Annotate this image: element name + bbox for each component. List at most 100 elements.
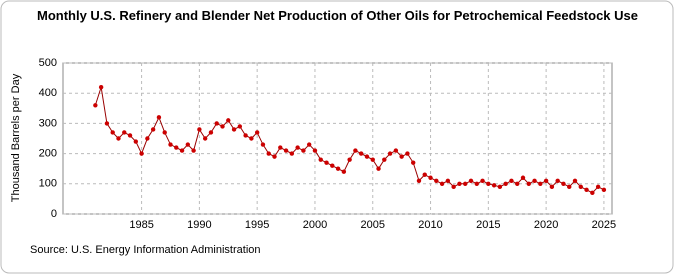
- data-point: [422, 172, 427, 177]
- data-point: [266, 151, 271, 156]
- data-point: [254, 130, 260, 135]
- data-point: [543, 178, 549, 183]
- y-axis-label: Thousand Barrels per Day: [10, 73, 22, 202]
- data-point: [515, 181, 520, 186]
- data-point: [318, 157, 323, 162]
- data-point: [474, 181, 479, 186]
- data-point: [428, 175, 433, 180]
- x-tick-label: 2025: [592, 219, 616, 231]
- data-point: [306, 142, 312, 147]
- data-point: [156, 115, 162, 120]
- chart-title: Monthly U.S. Refinery and Blender Net Pr…: [36, 8, 638, 23]
- data-point: [405, 151, 410, 156]
- data-point: [584, 187, 589, 193]
- data-point: [127, 133, 133, 138]
- data-point: [387, 151, 393, 156]
- y-tick-label: 100: [39, 178, 57, 190]
- data-point: [295, 145, 300, 150]
- data-point: [555, 178, 560, 183]
- data-point: [162, 130, 167, 135]
- data-point: [549, 184, 555, 190]
- data-point: [214, 121, 219, 126]
- data-point: [341, 169, 347, 174]
- data-point: [601, 187, 607, 193]
- data-point: [197, 127, 202, 132]
- data-point: [376, 166, 381, 171]
- data-point: [283, 148, 289, 153]
- data-point: [382, 157, 387, 162]
- data-point: [445, 178, 451, 183]
- plot-area: [62, 62, 613, 215]
- data-point: [353, 148, 358, 153]
- y-tick-label: 500: [39, 57, 57, 69]
- data-point: [416, 178, 422, 183]
- data-point: [468, 178, 474, 183]
- data-point: [572, 178, 578, 183]
- data-point: [439, 181, 445, 186]
- data-point: [116, 136, 121, 141]
- data-point: [457, 181, 462, 186]
- data-point: [463, 181, 468, 186]
- x-tick-label: 2000: [303, 219, 327, 231]
- data-point: [411, 160, 416, 165]
- data-point: [272, 154, 277, 159]
- x-tick-label: 2010: [418, 219, 442, 231]
- x-tick-label: 2005: [361, 219, 385, 231]
- data-point: [179, 148, 185, 153]
- data-point: [526, 181, 531, 186]
- data-point: [399, 154, 404, 159]
- data-point: [578, 184, 583, 190]
- data-point: [133, 139, 139, 144]
- data-point: [226, 118, 231, 123]
- data-point: [497, 184, 503, 190]
- data-point: [110, 130, 115, 135]
- data-point: [249, 136, 254, 141]
- data-point: [561, 181, 566, 186]
- y-tick-label: 200: [39, 148, 57, 160]
- data-point: [231, 127, 237, 132]
- data-point: [93, 103, 98, 108]
- data-point: [202, 136, 208, 141]
- data-point: [370, 157, 375, 162]
- data-point: [324, 160, 329, 165]
- source: Source: U.S. Energy Information Administ…: [30, 244, 261, 256]
- data-point: [98, 84, 104, 90]
- x-tick-label: 2020: [534, 219, 558, 231]
- data-point: [520, 175, 526, 180]
- data-point: [174, 145, 179, 150]
- data-point: [278, 145, 283, 150]
- data-point: [538, 181, 543, 186]
- data-point: [208, 130, 214, 135]
- data-point: [237, 124, 243, 129]
- y-tick-label: 300: [39, 117, 57, 129]
- x-tick-label: 1995: [245, 219, 269, 231]
- data-point: [312, 148, 318, 153]
- data-point: [139, 151, 144, 156]
- x-tick-label: 1985: [129, 219, 153, 231]
- data-point: [289, 151, 295, 156]
- data-point: [364, 154, 370, 159]
- data-point: [434, 178, 439, 183]
- y-tick-label: 400: [39, 87, 57, 99]
- data-point: [220, 124, 225, 129]
- data-point: [451, 184, 456, 190]
- data-point: [150, 127, 156, 132]
- data-point: [590, 190, 595, 196]
- data-point: [567, 184, 572, 190]
- data-point: [191, 148, 196, 153]
- data-point: [260, 142, 266, 147]
- x-tick-label: 2015: [476, 219, 500, 231]
- data-point: [358, 151, 364, 156]
- x-tick-label: 1990: [187, 219, 211, 231]
- data-point: [509, 178, 514, 183]
- data-point: [532, 178, 537, 183]
- data-point: [168, 142, 173, 147]
- data-point: [122, 130, 127, 135]
- data-point: [480, 178, 485, 183]
- data-point: [491, 183, 497, 188]
- data-point: [301, 148, 306, 153]
- data-point: [335, 166, 341, 171]
- data-point: [503, 181, 508, 186]
